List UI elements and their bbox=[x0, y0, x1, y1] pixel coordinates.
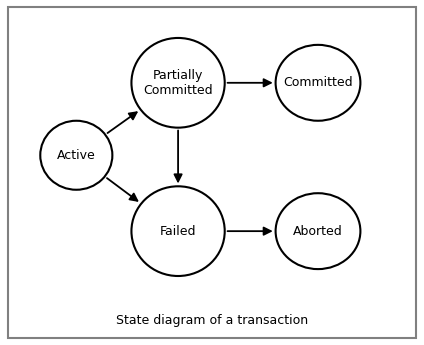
Text: Active: Active bbox=[57, 149, 96, 162]
Ellipse shape bbox=[131, 186, 225, 276]
Text: Committed: Committed bbox=[283, 76, 353, 89]
Text: State diagram of a transaction: State diagram of a transaction bbox=[116, 314, 308, 327]
Ellipse shape bbox=[40, 121, 112, 190]
Ellipse shape bbox=[131, 38, 225, 128]
Ellipse shape bbox=[276, 45, 360, 121]
Ellipse shape bbox=[276, 193, 360, 269]
Text: Partially
Committed: Partially Committed bbox=[143, 69, 213, 97]
FancyBboxPatch shape bbox=[8, 7, 416, 338]
Text: Failed: Failed bbox=[160, 225, 196, 238]
Text: Aborted: Aborted bbox=[293, 225, 343, 238]
